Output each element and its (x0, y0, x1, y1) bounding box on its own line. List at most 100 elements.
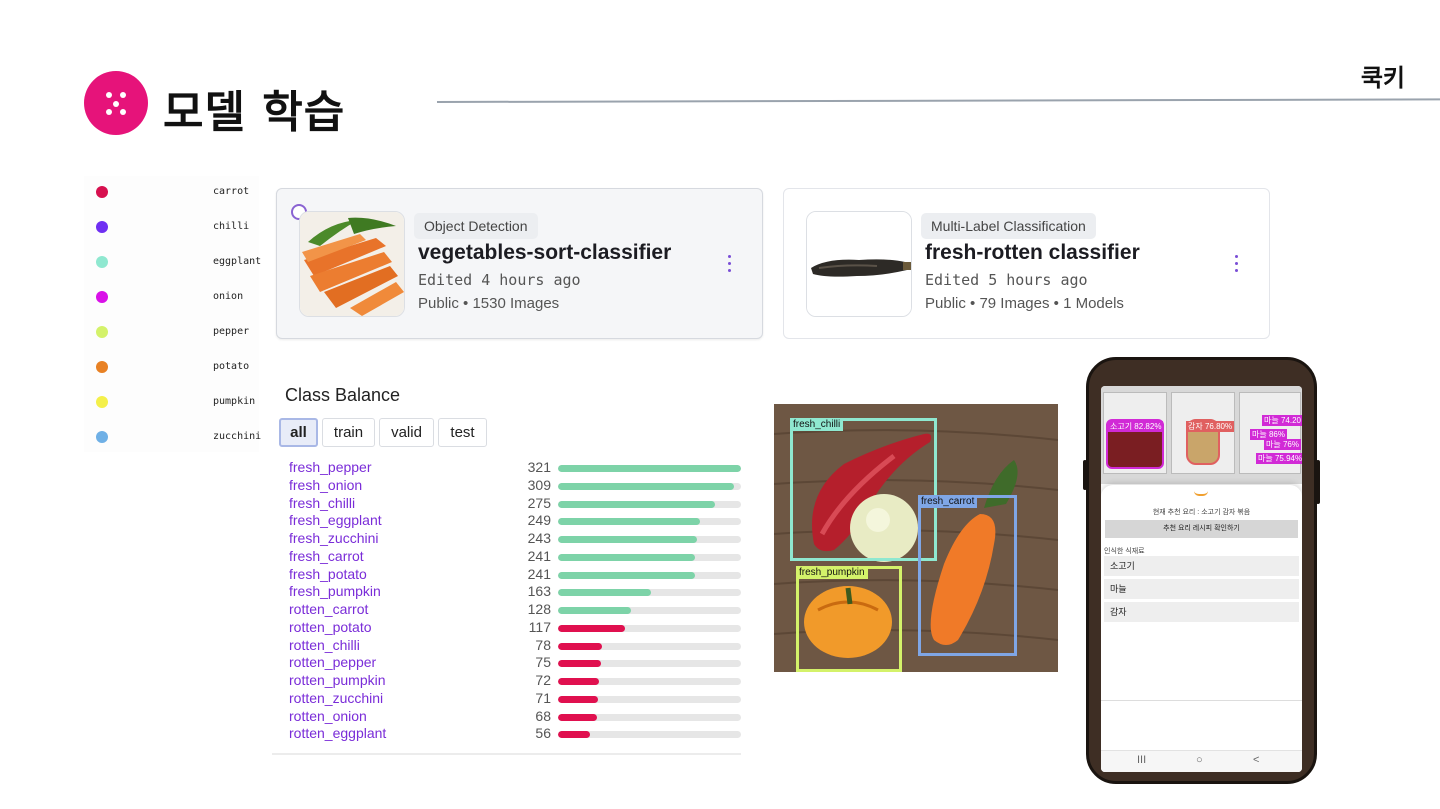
tab-train[interactable]: train (322, 418, 375, 447)
class-name[interactable]: fresh_onion (289, 476, 363, 493)
class-row: rotten_eggplant 56 (289, 725, 741, 742)
class-name[interactable]: rotten_pepper (289, 654, 377, 671)
view-recipe-button[interactable]: 추천 요리 레시피 확인하기 (1105, 520, 1298, 538)
class-name[interactable]: fresh_chilli (289, 494, 356, 511)
project-title[interactable]: vegetables-sort-classifier (418, 241, 672, 264)
legend-label: pepper (213, 326, 250, 337)
legend-item: eggplant (96, 251, 261, 271)
legend-color-dot (96, 186, 108, 198)
class-bar-track (558, 607, 741, 614)
class-row: fresh_zucchini 243 (289, 530, 741, 547)
detection-label: 마늘 86% (1250, 429, 1287, 440)
class-name[interactable]: fresh_potato (289, 565, 367, 582)
class-legend: carrot chilli eggplant onion pepper potato pum… (84, 176, 261, 452)
class-bar-fill (558, 642, 603, 650)
project-meta: Public • 1530 Images (418, 295, 560, 312)
class-bar-fill (558, 695, 599, 703)
class-bar-track (558, 589, 741, 597)
class-bar-fill (558, 624, 625, 632)
class-count: 249 (527, 512, 551, 529)
bbox-chilli: fresh_chilli (790, 418, 937, 561)
class-row: rotten_chilli 78 (289, 637, 741, 654)
brand-name: 쿡키 (1360, 64, 1405, 92)
legend-label: pumpkin (213, 396, 256, 407)
more-options-icon[interactable] (726, 255, 732, 277)
tab-all[interactable]: all (279, 418, 318, 447)
class-row: fresh_pumpkin 163 (289, 583, 741, 600)
more-options-icon[interactable] (1233, 255, 1239, 277)
legend-label: onion (213, 291, 244, 302)
class-bar-track (558, 500, 741, 508)
legend-label: potato (213, 361, 250, 372)
class-name[interactable]: rotten_onion (289, 707, 367, 724)
project-card-fresh-rotten[interactable]: Multi-Label Classification fresh-rotten … (783, 188, 1270, 339)
ingredient-item[interactable]: 소고기 (1104, 556, 1299, 577)
legend-color-dot (96, 326, 108, 338)
class-row: rotten_potato 117 (289, 619, 741, 636)
class-row: fresh_carrot 241 (289, 548, 741, 565)
camera-frame: 소고기 82.82% (1103, 392, 1167, 474)
tab-valid[interactable]: valid (379, 418, 434, 447)
class-bar-fill (558, 678, 600, 685)
legend-item: potato (96, 356, 256, 376)
detection-label: 마늘 74.20 (1262, 415, 1302, 426)
ingredient-item[interactable]: 감자 (1104, 602, 1299, 623)
legend-label: carrot (213, 186, 250, 197)
page-title: 모델 학습 (163, 87, 346, 138)
detection-photo: fresh_chilli fresh_carrot fresh_pumpkin (774, 404, 1058, 672)
project-title[interactable]: fresh-rotten classifier (925, 241, 1140, 264)
edited-time: Edited 5 hours ago (925, 271, 1088, 289)
bbox-carrot: fresh_carrot (918, 495, 1017, 656)
project-card-vegetables[interactable]: Object Detection vegetables-sort-classif… (276, 188, 763, 339)
legend-color-dot (96, 221, 108, 233)
class-bar-track (558, 731, 741, 739)
class-balance-title: Class Balance (285, 385, 401, 405)
legend-color-dot (96, 431, 108, 443)
carrot-thumbnail (299, 211, 405, 317)
legend-item: pepper (96, 321, 256, 341)
class-bar-track (558, 624, 741, 632)
project-meta: Public • 79 Images • 1 Models (925, 295, 1124, 312)
class-count: 241 (527, 547, 551, 564)
phone-mockup: 소고기 82.82% 감자 76.80% 마늘 74.20 마늘 86% 마늘 … (1083, 357, 1320, 784)
legend-item: onion (96, 286, 256, 306)
phone-side-button (1083, 460, 1087, 490)
class-name[interactable]: fresh_carrot (289, 547, 364, 564)
home-icon[interactable]: ○ (1196, 754, 1203, 766)
recent-apps-icon[interactable]: III (1137, 754, 1147, 766)
legend-item: pumpkin (96, 391, 256, 411)
class-count: 72 (535, 672, 551, 688)
class-name[interactable]: rotten_zucchini (289, 689, 384, 706)
class-name[interactable]: rotten_eggplant (289, 725, 387, 742)
camera-frame: 감자 76.80% (1171, 392, 1235, 474)
back-icon[interactable]: < (1253, 754, 1260, 766)
tab-test[interactable]: test (438, 418, 487, 447)
class-row: rotten_pumpkin 72 (289, 672, 741, 689)
class-name[interactable]: fresh_eggplant (289, 512, 382, 529)
class-bar-track (558, 695, 741, 703)
class-name[interactable]: rotten_chilli (289, 636, 360, 653)
class-balance-divider (272, 753, 741, 755)
class-row: fresh_potato 241 (289, 566, 741, 583)
class-name[interactable]: fresh_pepper (289, 459, 372, 475)
bbox-pumpkin: fresh_pumpkin (796, 566, 902, 672)
class-row: rotten_carrot 128 (289, 601, 741, 618)
class-name[interactable]: rotten_carrot (289, 601, 369, 617)
class-count: 243 (527, 530, 551, 546)
class-name[interactable]: fresh_pumpkin (289, 583, 381, 600)
class-count: 75 (535, 654, 551, 671)
class-bar-fill (558, 589, 651, 597)
class-name[interactable]: fresh_zucchini (289, 530, 379, 546)
class-bar-fill (558, 713, 597, 721)
class-count: 117 (528, 618, 551, 635)
class-bar-fill (558, 731, 590, 739)
class-name[interactable]: rotten_pumpkin (289, 672, 386, 688)
sheet-handle[interactable] (1194, 491, 1208, 496)
class-row: rotten_onion 68 (289, 708, 741, 725)
class-bar-fill (558, 518, 700, 526)
class-bar-track (558, 571, 741, 579)
class-row: fresh_eggplant 249 (289, 512, 741, 529)
ingredient-item[interactable]: 마늘 (1104, 579, 1299, 600)
class-name[interactable]: rotten_potato (289, 618, 372, 635)
class-bar-fill (558, 465, 741, 472)
